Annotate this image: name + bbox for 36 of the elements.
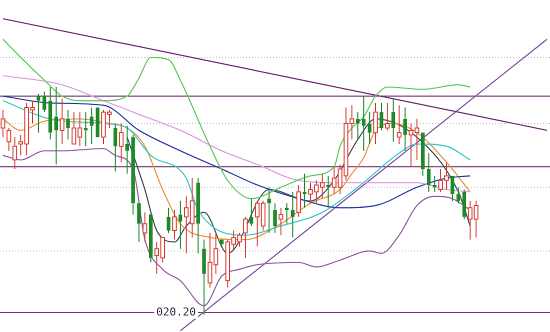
candlestick xyxy=(380,102,384,131)
candlestick xyxy=(166,207,170,234)
candlestick xyxy=(290,191,295,238)
candlestick xyxy=(137,203,141,242)
candlestick xyxy=(426,152,431,192)
candlestick xyxy=(456,186,460,204)
candlestick xyxy=(178,200,182,250)
candlestick xyxy=(125,125,129,174)
candlestick xyxy=(391,98,396,142)
candlestick xyxy=(462,189,466,220)
candlestick xyxy=(148,212,153,263)
candlestick xyxy=(302,173,306,208)
candlestick xyxy=(368,112,372,144)
candlestick xyxy=(450,176,454,202)
candlestick xyxy=(196,178,200,254)
candlestick xyxy=(84,112,88,147)
candlestick xyxy=(90,107,94,144)
candlestick xyxy=(432,175,437,192)
candlestick xyxy=(267,186,271,234)
candlestick xyxy=(220,240,224,247)
candlestick xyxy=(421,132,425,176)
candlestick xyxy=(403,107,407,152)
candlestick xyxy=(356,112,360,140)
candlestick xyxy=(273,202,277,234)
candlestick xyxy=(36,93,40,134)
candlestick xyxy=(48,86,52,140)
candlestick xyxy=(42,91,46,113)
candlestick xyxy=(131,134,135,216)
candlestick xyxy=(113,122,118,172)
candlestick xyxy=(326,175,330,208)
candlestick xyxy=(362,96,366,152)
candlestick xyxy=(66,109,70,140)
candlestick xyxy=(54,86,58,165)
candlestick xyxy=(202,239,206,316)
candlestick xyxy=(250,198,254,226)
annotation: 020.20 xyxy=(156,306,196,319)
